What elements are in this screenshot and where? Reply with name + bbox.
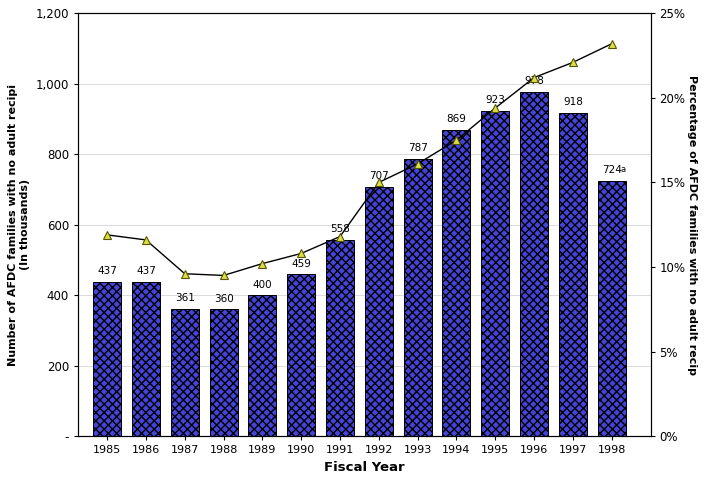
Text: 558: 558: [330, 224, 350, 234]
Bar: [171, 309, 199, 436]
Text: 437: 437: [97, 267, 117, 277]
Text: 787: 787: [407, 143, 427, 153]
Text: a: a: [620, 165, 625, 174]
Bar: [132, 282, 160, 436]
Bar: [520, 92, 548, 436]
Bar: [404, 159, 431, 436]
Text: 400: 400: [252, 280, 272, 290]
Y-axis label: Percentage of AFDC families with no adult recip: Percentage of AFDC families with no adul…: [687, 75, 697, 375]
Text: 459: 459: [291, 259, 311, 269]
Text: 978: 978: [524, 76, 544, 86]
Bar: [209, 309, 238, 436]
Bar: [482, 111, 509, 436]
Text: 707: 707: [369, 172, 388, 181]
Text: 869: 869: [446, 114, 467, 124]
Bar: [287, 274, 315, 436]
Bar: [365, 187, 393, 436]
Text: 724: 724: [602, 165, 622, 175]
Text: 918: 918: [563, 97, 583, 107]
Text: 360: 360: [214, 294, 233, 304]
Bar: [559, 113, 587, 436]
Bar: [93, 282, 121, 436]
Text: 923: 923: [485, 95, 505, 105]
Y-axis label: Number of AFDC families with no adult recipi
(In thousands): Number of AFDC families with no adult re…: [8, 84, 30, 366]
X-axis label: Fiscal Year: Fiscal Year: [324, 461, 405, 474]
Bar: [443, 130, 470, 436]
Text: 361: 361: [175, 293, 195, 303]
Bar: [326, 240, 354, 436]
Bar: [598, 181, 625, 436]
Bar: [248, 295, 276, 436]
Text: 437: 437: [136, 267, 156, 277]
